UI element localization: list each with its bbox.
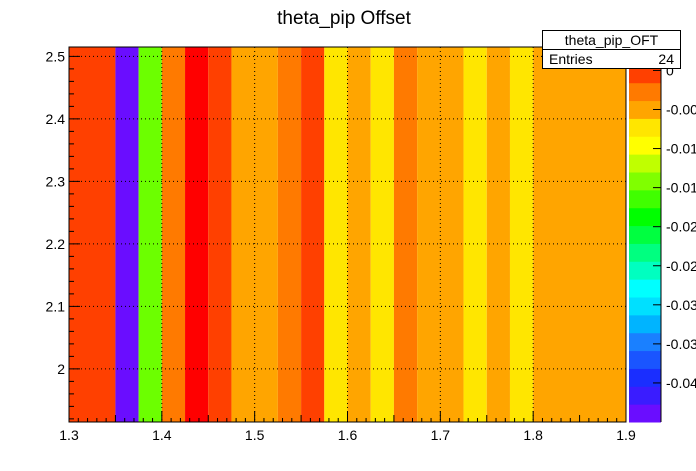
- stats-box: theta_pip_OFT Entries 24: [542, 30, 681, 69]
- y-tick-label-2: 2.2: [46, 236, 66, 252]
- heatmap-cell-16: [509, 47, 534, 422]
- palette-labels: 0 -0.00 -0.01 -0.01 -0.02 -0.02 -0.03 -0.03 -0.0…: [653, 62, 696, 391]
- x-tick-label-0: 1.3: [59, 427, 79, 443]
- palette-swatch-5: [629, 314, 661, 334]
- heatmap-cell-17: [533, 47, 626, 422]
- axes: 1.3 1.4 1.5 1.6 1.7 1.8 1.9 2 2.1 2.2 2.3 2.4 2.5: [46, 48, 636, 443]
- heatmap-cell-1: [115, 47, 139, 422]
- palette-swatch-17: [629, 100, 661, 119]
- heatmap-cell-15: [486, 47, 510, 422]
- palette-tick-label-7: -0.03: [666, 336, 696, 352]
- heatmap-cell-3: [161, 47, 186, 422]
- palette-tick-label-2: -0.01: [666, 141, 696, 157]
- palette-swatch-3: [629, 350, 661, 369]
- palette-swatch-18: [629, 82, 661, 102]
- y-tick-label-4: 2.4: [46, 111, 66, 127]
- palette-swatch-1: [629, 386, 661, 405]
- chart-title: theta_pip Offset: [277, 8, 412, 29]
- palette-swatch-10: [629, 225, 661, 244]
- stats-box-title: theta_pip_OFT: [543, 31, 680, 50]
- palette-tick-label-4: -0.02: [666, 219, 696, 235]
- x-tick-label-3: 1.6: [338, 427, 358, 443]
- palette-swatch-13: [629, 172, 661, 191]
- palette-swatch-12: [629, 189, 661, 209]
- heatmap-cell-9: [324, 47, 348, 422]
- palette-swatch-4: [629, 332, 661, 352]
- x-tick-label-2: 1.5: [245, 427, 265, 443]
- heatmap-cell-0: [69, 47, 116, 422]
- heatmap-cell-10: [347, 47, 371, 422]
- palette-tick-label-8: -0.04: [666, 375, 696, 391]
- palette-tick-label-3: -0.01: [666, 180, 696, 196]
- heatmap-cell-14: [463, 47, 487, 422]
- x-tick-label-1: 1.4: [152, 427, 172, 443]
- palette-swatch-6: [629, 297, 661, 316]
- palette-swatch-7: [629, 279, 661, 298]
- x-tick-label-6: 1.9: [616, 427, 636, 443]
- heatmap-cell-8: [301, 47, 325, 422]
- palette-tick-label-0: 0: [666, 62, 674, 78]
- grid-lines: [69, 47, 626, 422]
- palette-tick-label-6: -0.03: [666, 297, 696, 313]
- palette-swatch-16: [629, 118, 661, 137]
- palette-swatch-8: [629, 261, 661, 280]
- palette-swatch-0: [629, 404, 661, 423]
- heatmap-cell-12: [393, 47, 418, 422]
- x-tick-label-4: 1.7: [431, 427, 451, 443]
- color-palette: [629, 47, 662, 423]
- y-tick-label-1: 2.1: [46, 298, 66, 314]
- heatmap-cell-7: [277, 47, 302, 422]
- palette-swatch-19: [629, 64, 661, 84]
- stats-entries-row: Entries 24: [543, 50, 680, 69]
- heatmap-cell-2: [138, 47, 162, 422]
- stats-entries-value: 24: [658, 51, 674, 67]
- heatmap-cell-4: [185, 47, 209, 422]
- heatmap-cells: [69, 47, 626, 422]
- palette-swatch-15: [629, 136, 661, 155]
- y-tick-label-0: 2: [57, 361, 65, 377]
- x-tick-label-5: 1.8: [523, 427, 543, 443]
- palette-tick-label-1: -0.00: [666, 102, 696, 118]
- palette-swatch-2: [629, 368, 661, 387]
- heatmap-cell-11: [370, 47, 394, 422]
- palette-tick-label-5: -0.02: [666, 258, 696, 274]
- stats-entries-label: Entries: [549, 51, 593, 67]
- y-tick-label-3: 2.3: [46, 173, 66, 189]
- palette-swatch-14: [629, 154, 661, 173]
- palette-swatch-11: [629, 207, 661, 227]
- palette-swatch-9: [629, 243, 661, 262]
- y-tick-label-5: 2.5: [46, 48, 66, 64]
- heatmap-cell-5: [208, 47, 232, 422]
